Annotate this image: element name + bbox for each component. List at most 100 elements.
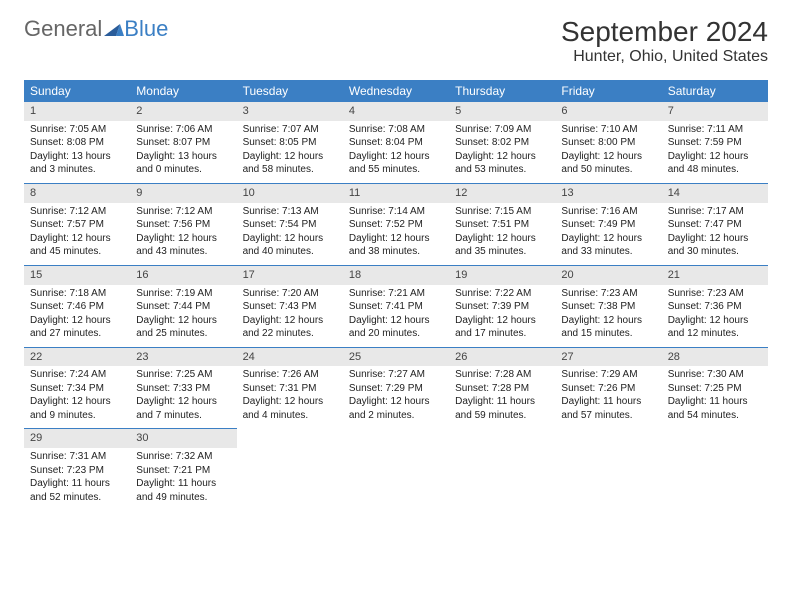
daylight-line1: Daylight: 12 hours (561, 232, 655, 246)
day-header: Sunday (24, 80, 130, 102)
day-detail-row: Sunrise: 7:24 AMSunset: 7:34 PMDaylight:… (24, 366, 768, 429)
sunset: Sunset: 7:52 PM (349, 218, 443, 232)
day-detail-row: Sunrise: 7:18 AMSunset: 7:46 PMDaylight:… (24, 285, 768, 348)
logo-icon (104, 16, 124, 42)
day-cell: Sunrise: 7:29 AMSunset: 7:26 PMDaylight:… (555, 366, 661, 429)
day-number: 1 (24, 102, 130, 121)
day-number: 13 (555, 183, 661, 202)
day-cell: Sunrise: 7:23 AMSunset: 7:38 PMDaylight:… (555, 285, 661, 348)
sunset: Sunset: 7:47 PM (668, 218, 762, 232)
logo-text-2: Blue (124, 16, 168, 42)
sunset: Sunset: 8:05 PM (243, 136, 337, 150)
day-cell: Sunrise: 7:10 AMSunset: 8:00 PMDaylight:… (555, 121, 661, 184)
sunrise: Sunrise: 7:18 AM (30, 287, 124, 301)
daylight-line2: and 54 minutes. (668, 409, 762, 423)
sunrise: Sunrise: 7:12 AM (136, 205, 230, 219)
sunrise: Sunrise: 7:08 AM (349, 123, 443, 137)
sunrise: Sunrise: 7:06 AM (136, 123, 230, 137)
sunrise: Sunrise: 7:29 AM (561, 368, 655, 382)
daylight-line2: and 49 minutes. (136, 491, 230, 505)
daylight-line1: Daylight: 12 hours (243, 314, 337, 328)
day-number-row: 891011121314 (24, 183, 768, 202)
daylight-line2: and 2 minutes. (349, 409, 443, 423)
day-cell: Sunrise: 7:17 AMSunset: 7:47 PMDaylight:… (662, 203, 768, 266)
day-header: Monday (130, 80, 236, 102)
day-cell: Sunrise: 7:25 AMSunset: 7:33 PMDaylight:… (130, 366, 236, 429)
day-header: Saturday (662, 80, 768, 102)
sunrise: Sunrise: 7:22 AM (455, 287, 549, 301)
sunrise: Sunrise: 7:24 AM (30, 368, 124, 382)
day-cell: Sunrise: 7:22 AMSunset: 7:39 PMDaylight:… (449, 285, 555, 348)
day-cell: Sunrise: 7:11 AMSunset: 7:59 PMDaylight:… (662, 121, 768, 184)
daylight-line1: Daylight: 12 hours (136, 314, 230, 328)
sunrise: Sunrise: 7:14 AM (349, 205, 443, 219)
day-number: 27 (555, 347, 661, 366)
day-number: 28 (662, 347, 768, 366)
daylight-line1: Daylight: 12 hours (30, 314, 124, 328)
daylight-line2: and 25 minutes. (136, 327, 230, 341)
daylight-line2: and 55 minutes. (349, 163, 443, 177)
sunrise: Sunrise: 7:16 AM (561, 205, 655, 219)
daylight-line2: and 57 minutes. (561, 409, 655, 423)
daylight-line2: and 45 minutes. (30, 245, 124, 259)
daylight-line1: Daylight: 12 hours (30, 395, 124, 409)
daylight-line2: and 52 minutes. (30, 491, 124, 505)
daylight-line2: and 33 minutes. (561, 245, 655, 259)
daylight-line2: and 20 minutes. (349, 327, 443, 341)
daylight-line1: Daylight: 12 hours (349, 232, 443, 246)
daylight-line2: and 4 minutes. (243, 409, 337, 423)
daylight-line2: and 15 minutes. (561, 327, 655, 341)
day-number: 15 (24, 265, 130, 284)
day-cell: Sunrise: 7:20 AMSunset: 7:43 PMDaylight:… (237, 285, 343, 348)
sunset: Sunset: 7:21 PM (136, 464, 230, 478)
day-cell: Sunrise: 7:08 AMSunset: 8:04 PMDaylight:… (343, 121, 449, 184)
day-header: Thursday (449, 80, 555, 102)
daylight-line1: Daylight: 12 hours (668, 314, 762, 328)
page-title: September 2024 (561, 16, 768, 48)
daylight-line2: and 48 minutes. (668, 163, 762, 177)
day-number: 17 (237, 265, 343, 284)
sunset: Sunset: 7:25 PM (668, 382, 762, 396)
day-cell: Sunrise: 7:26 AMSunset: 7:31 PMDaylight:… (237, 366, 343, 429)
daylight-line2: and 59 minutes. (455, 409, 549, 423)
sunrise: Sunrise: 7:26 AM (243, 368, 337, 382)
sunset: Sunset: 7:36 PM (668, 300, 762, 314)
day-header: Wednesday (343, 80, 449, 102)
daylight-line2: and 53 minutes. (455, 163, 549, 177)
daylight-line2: and 3 minutes. (30, 163, 124, 177)
daylight-line2: and 9 minutes. (30, 409, 124, 423)
day-number (237, 429, 343, 448)
day-number: 3 (237, 102, 343, 121)
sunrise: Sunrise: 7:19 AM (136, 287, 230, 301)
day-cell (237, 448, 343, 510)
day-number (449, 429, 555, 448)
day-cell: Sunrise: 7:16 AMSunset: 7:49 PMDaylight:… (555, 203, 661, 266)
sunrise: Sunrise: 7:23 AM (668, 287, 762, 301)
sunrise: Sunrise: 7:11 AM (668, 123, 762, 137)
day-number: 8 (24, 183, 130, 202)
day-cell: Sunrise: 7:23 AMSunset: 7:36 PMDaylight:… (662, 285, 768, 348)
day-header-row: Sunday Monday Tuesday Wednesday Thursday… (24, 80, 768, 102)
daylight-line2: and 43 minutes. (136, 245, 230, 259)
sunset: Sunset: 8:02 PM (455, 136, 549, 150)
sunset: Sunset: 7:49 PM (561, 218, 655, 232)
daylight-line1: Daylight: 12 hours (668, 150, 762, 164)
day-number: 30 (130, 429, 236, 448)
day-number: 25 (343, 347, 449, 366)
sunrise: Sunrise: 7:05 AM (30, 123, 124, 137)
day-detail-row: Sunrise: 7:05 AMSunset: 8:08 PM Daylight:… (24, 121, 768, 184)
sunset: Sunset: 8:04 PM (349, 136, 443, 150)
sunset: Sunset: 7:57 PM (30, 218, 124, 232)
day-number: 14 (662, 183, 768, 202)
day-number: 22 (24, 347, 130, 366)
sunset: Sunset: 8:08 PM (30, 136, 124, 150)
sunset: Sunset: 7:51 PM (455, 218, 549, 232)
day-number (662, 429, 768, 448)
location: Hunter, Ohio, United States (561, 48, 768, 66)
day-cell (662, 448, 768, 510)
day-number: 11 (343, 183, 449, 202)
day-cell: Sunrise: 7:18 AMSunset: 7:46 PMDaylight:… (24, 285, 130, 348)
sunrise: Sunrise: 7:13 AM (243, 205, 337, 219)
sunset: Sunset: 7:26 PM (561, 382, 655, 396)
daylight-line2: and 40 minutes. (243, 245, 337, 259)
